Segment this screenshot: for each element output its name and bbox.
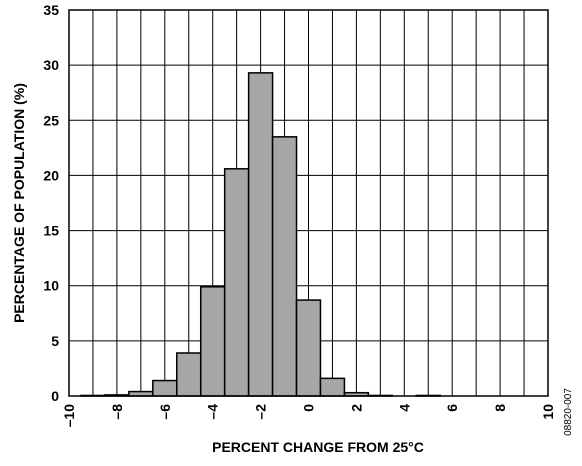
y-tick-label: 5 — [51, 333, 59, 349]
y-tick-label: 0 — [51, 388, 59, 404]
x-tick-label: –2 — [253, 404, 269, 420]
y-tick-label: 35 — [43, 2, 59, 18]
y-tick-label: 10 — [43, 278, 59, 294]
x-tick-label: 10 — [540, 404, 556, 420]
x-tick-label: 8 — [492, 404, 508, 412]
histogram-bar — [247, 72, 274, 397]
histogram-bar — [223, 168, 250, 397]
x-tick-label: 4 — [396, 404, 412, 412]
histogram-bar — [199, 286, 226, 397]
x-axis-title: PERCENT CHANGE FROM 25°C — [212, 439, 424, 455]
y-tick-label: 15 — [43, 223, 59, 239]
grid-lines — [69, 10, 548, 396]
histogram-bar — [176, 352, 202, 397]
figure-id: 08820-007 — [563, 388, 574, 436]
x-tick-label: –6 — [157, 404, 173, 420]
x-tick-labels: –10 –8 –6 –4 –2 0 2 4 6 8 10 — [61, 404, 556, 428]
x-tick-label: 6 — [444, 404, 460, 412]
histogram-bar — [271, 136, 298, 397]
y-tick-label: 30 — [43, 57, 59, 73]
x-tick-label: –10 — [61, 404, 77, 428]
histogram-bar — [319, 377, 346, 397]
y-tick-label: 25 — [43, 112, 59, 128]
plot-frame — [68, 9, 549, 397]
histogram-bar — [152, 379, 178, 397]
x-tick-label: –4 — [205, 404, 221, 420]
histogram-bar — [295, 299, 322, 397]
x-tick-label: 2 — [348, 404, 364, 412]
x-tick-label: 0 — [301, 404, 317, 412]
y-axis-title: PERCENTAGE OF POPULATION (%) — [11, 83, 27, 323]
y-tick-label: 20 — [43, 167, 59, 183]
x-tick-label: –8 — [109, 404, 125, 420]
histogram-bars — [80, 72, 441, 397]
y-tick-labels: 0 5 10 15 20 25 30 35 — [43, 2, 59, 404]
